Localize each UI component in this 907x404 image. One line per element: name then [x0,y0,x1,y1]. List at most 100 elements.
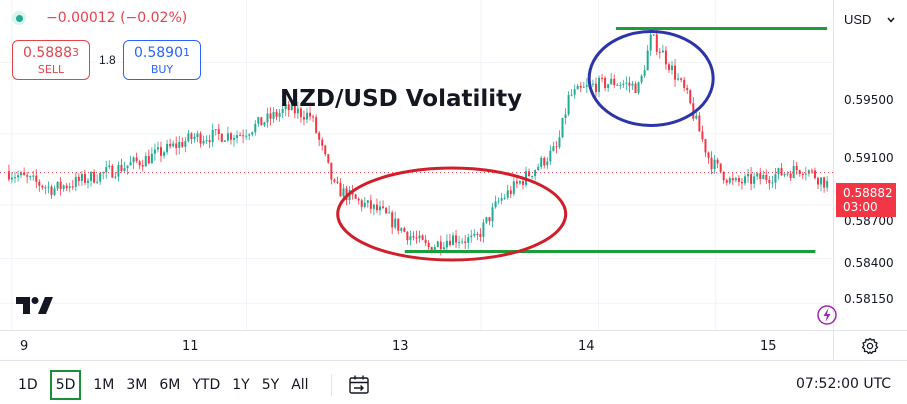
candle-body-up [640,75,643,83]
candle-body-up [458,241,461,243]
candle-body-down [455,235,458,243]
candle-body-down [701,131,704,140]
candle-body-up [129,162,132,166]
candle-body-down [406,231,409,241]
candle-body-up [494,201,497,208]
timeframe-all-button[interactable]: All [291,377,309,393]
candle-body-up [80,173,83,181]
candle-body-down [360,200,363,207]
candle-body-down [448,240,451,246]
current-time[interactable]: 07:52:00 UTC [796,376,892,392]
timeframe-5d-button[interactable]: 5D [49,370,82,400]
candle-body-up [470,235,473,238]
candle-body-up [172,143,175,147]
candle-body-down [138,161,141,166]
candle-body-down [412,236,415,238]
candle-body-down [59,181,62,189]
candle-body-down [287,104,290,111]
candle-body-down [369,200,372,209]
candle-body-up [631,83,634,86]
candle-body-up [649,34,652,51]
candle-body-up [445,240,448,248]
candle-body-down [333,179,336,182]
last-price-value: 0.58882 [843,186,893,200]
gear-icon[interactable] [861,337,879,355]
chevron-down-icon [887,17,896,23]
chart-title: NZD/USD Volatility [280,86,523,112]
candle-body-up [573,89,576,95]
candle-body-down [357,198,360,201]
candle-body-down [707,152,710,158]
candle-body-down [50,186,53,195]
candle-body-up [442,247,445,250]
chart-grid [0,0,833,330]
candle-body-up [518,181,521,184]
candle-body-up [99,172,102,182]
candle-body-down [759,173,762,180]
candle-body-down [528,171,531,176]
candle-body-down [780,168,783,176]
buy-button[interactable]: 0.58901 BUY [123,40,201,80]
candle-body-down [613,78,616,86]
candle-body-up [747,173,750,177]
candle-body-up [652,34,655,36]
candle-body-up [296,108,299,114]
timeframe-1y-button[interactable]: 1Y [232,377,250,393]
candle-body-up [622,83,625,85]
candle-body-up [734,178,737,181]
candle-body-up [178,142,181,148]
candle-body-up [378,206,381,211]
lightning-icon[interactable] [817,304,837,326]
candle-body-up [62,185,65,189]
y-tick-label: 0.59100 [844,151,894,165]
candle-body-up [537,166,540,171]
candle-body-down [810,170,813,172]
candle-body-down [336,181,339,183]
candle-body-down [327,154,330,163]
x-tick-label: 11 [182,339,199,354]
candle-body-down [199,133,202,144]
candle-body-down [397,218,400,231]
candle-body-down [403,228,406,232]
candle-body-down [750,173,753,184]
candle-body-up [534,170,537,176]
price-chart[interactable] [0,0,907,360]
candle-body-down [731,178,734,181]
high-range-ellipse [587,29,715,127]
candle-body-down [813,170,816,179]
candle-body-down [217,129,220,134]
candle-body-up [512,181,515,194]
candle-body-up [13,177,16,179]
candle-body-up [193,136,196,140]
timeframe-5y-button[interactable]: 5Y [261,377,280,393]
calendar-range-icon[interactable] [348,374,370,396]
candle-body-up [156,147,159,150]
candle-body-down [789,173,792,178]
currency-selector[interactable]: USD [844,12,896,27]
y-tick-label: 0.58400 [844,256,894,270]
candle-body-up [485,217,488,223]
timeframe-6m-button[interactable]: 6M [159,377,181,393]
candle-body-up [211,129,214,143]
candle-body-down [415,237,418,239]
candle-body-up [263,122,266,126]
chart-annotations [0,27,833,262]
timeframe-ytd-button[interactable]: YTD [192,377,221,393]
candle-body-up [491,207,494,222]
candle-body-up [105,167,108,173]
candle-body-down [704,139,707,153]
candle-body-up [786,173,789,175]
timeframe-1m-button[interactable]: 1M [93,377,115,393]
candle-body-up [409,236,412,241]
candle-body-down [719,163,722,172]
sell-label: SELL [37,63,65,76]
low-range-ellipse [336,166,568,262]
candle-body-down [26,175,29,177]
candle-body-down [345,188,348,201]
candle-body-down [7,171,10,180]
candle-body-up [394,218,397,228]
timeframe-1d-button[interactable]: 1D [18,377,38,393]
timeframe-3m-button[interactable]: 3M [126,377,148,393]
candle-body-down [269,113,272,119]
sell-button[interactable]: 0.58883 SELL [12,40,90,80]
